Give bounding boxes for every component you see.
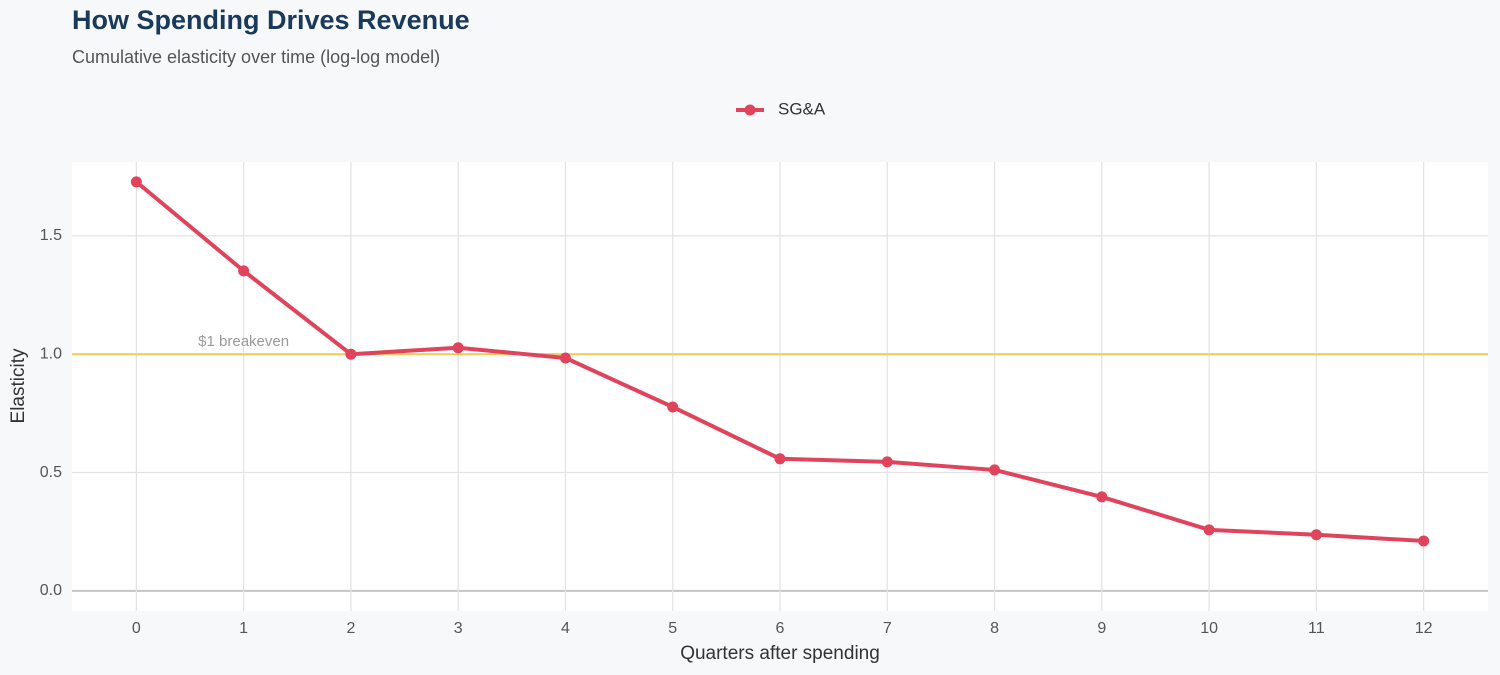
- x-tick-label: 1: [239, 620, 248, 637]
- y-tick-label: 0.0: [40, 582, 62, 599]
- x-tick-label: 5: [668, 620, 677, 637]
- chart-title: How Spending Drives Revenue: [72, 5, 470, 35]
- data-point: [345, 348, 357, 360]
- data-point: [881, 456, 893, 468]
- data-point: [1418, 535, 1430, 547]
- data-point: [1096, 491, 1108, 503]
- chart-subtitle: Cumulative elasticity over time (log-log…: [72, 47, 440, 67]
- data-point: [989, 464, 1001, 476]
- reference-label: $1 breakeven: [198, 333, 289, 350]
- x-tick-label: 7: [883, 620, 892, 637]
- data-point: [774, 453, 786, 465]
- data-point: [559, 352, 571, 364]
- x-axis-title: Quarters after spending: [680, 643, 880, 664]
- x-tick-label: 2: [346, 620, 355, 637]
- data-point: [238, 265, 250, 277]
- data-point: [452, 342, 464, 354]
- legend-label: SG&A: [778, 99, 826, 118]
- x-tick-label: 11: [1308, 620, 1325, 637]
- legend-swatch-point: [744, 104, 756, 116]
- x-tick-label: 6: [776, 620, 785, 637]
- x-tick-label: 8: [990, 620, 999, 637]
- marks: $1 breakeven: [72, 176, 1488, 547]
- data-point: [130, 176, 142, 188]
- y-axis-title: Elasticity: [8, 348, 29, 423]
- y-tick-label: 0.5: [40, 464, 62, 481]
- x-tick-label: 3: [454, 620, 463, 637]
- data-point: [1310, 529, 1322, 541]
- data-point: [667, 401, 679, 413]
- x-tick-label: 12: [1415, 620, 1433, 637]
- x-tick-label: 9: [1097, 620, 1106, 637]
- x-tick-label: 10: [1200, 620, 1218, 637]
- x-tick-label: 0: [132, 620, 141, 637]
- y-tick-label: 1.5: [40, 227, 62, 244]
- data-point: [1203, 524, 1215, 536]
- y-tick-label: 1.0: [40, 345, 62, 362]
- x-tick-label: 4: [561, 620, 570, 637]
